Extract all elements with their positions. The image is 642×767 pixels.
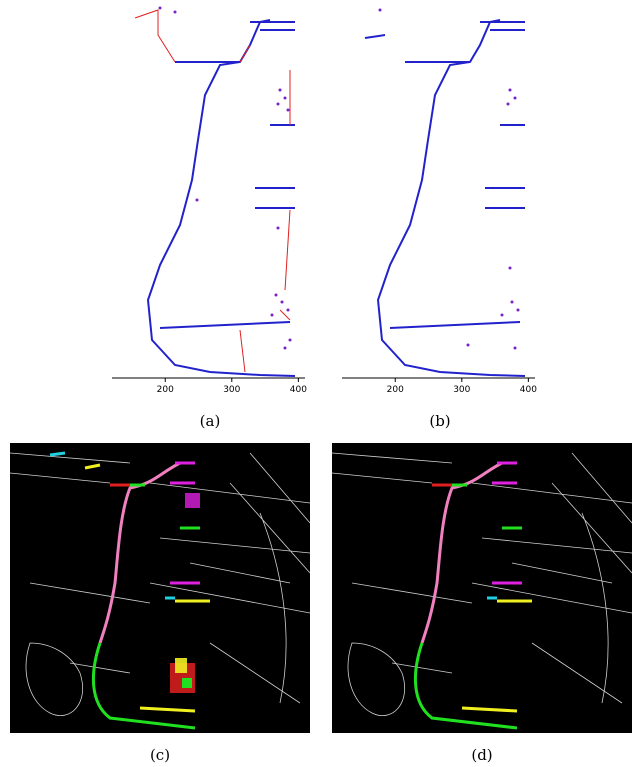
x-tick-label: 300 (453, 385, 470, 395)
plot-b: 200 300 400 (330, 0, 550, 395)
low-bar (159, 321, 291, 329)
edge-image-c (10, 443, 310, 733)
edge-image-d (332, 443, 632, 733)
x-tick-label: 400 (290, 385, 307, 395)
x-tick-label: 400 (520, 385, 537, 395)
plot-a-marks (134, 6, 296, 377)
caption-b: (b) (429, 412, 451, 430)
plot-a: 200 300 400 (100, 0, 320, 395)
link-1 (134, 9, 176, 63)
edge-image-c-svg (10, 443, 310, 733)
x-tick-label: 300 (223, 385, 240, 395)
link-6 (279, 309, 291, 321)
link-5 (239, 329, 246, 373)
x-ticks-a: 200 300 400 (157, 378, 307, 395)
caption-a: (a) (199, 412, 221, 430)
caption-d: (d) (471, 746, 493, 764)
link-2 (239, 44, 251, 63)
plot-a-svg: 200 300 400 (112, 6, 307, 395)
x-ticks-b: 200 300 400 (387, 378, 537, 395)
bell-trace (376, 19, 526, 377)
plot-b-marks (364, 8, 526, 377)
x-tick-label: 200 (387, 385, 404, 395)
caption-c: (c) (149, 746, 171, 764)
noise-dots-a (158, 6, 292, 350)
left-stub (364, 34, 386, 39)
low-bar (389, 321, 521, 329)
x-tick-label: 200 (157, 385, 174, 395)
edge-image-d-svg (332, 443, 632, 733)
noise-dots-b (378, 8, 520, 350)
plot-b-svg: 200 300 400 (342, 8, 537, 395)
link-4 (284, 209, 291, 291)
